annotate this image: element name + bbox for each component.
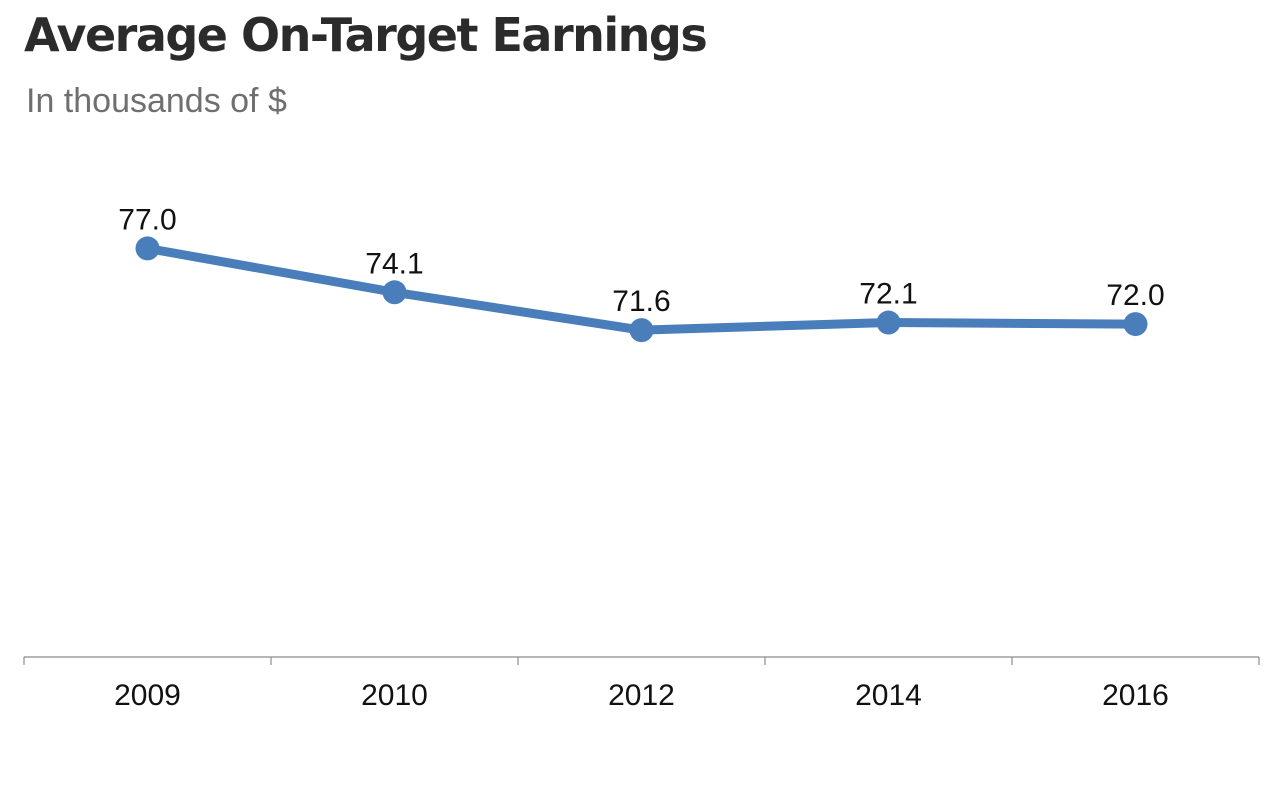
data-label: 77.0	[118, 203, 176, 236]
data-point-marker	[1123, 312, 1148, 337]
data-markers	[135, 236, 1148, 343]
data-label: 72.1	[859, 278, 917, 311]
data-label: 71.6	[612, 285, 670, 318]
data-point-marker	[876, 310, 901, 335]
x-tick-label: 2012	[608, 679, 675, 712]
chart-title: Average On-Target Earnings	[24, 8, 708, 62]
x-tick-label: 2016	[1102, 679, 1169, 712]
chart-subtitle: In thousands of $	[26, 82, 287, 120]
data-label: 72.0	[1106, 279, 1164, 312]
x-tick-label: 2010	[361, 679, 428, 712]
x-tick-label: 2014	[855, 679, 922, 712]
data-point-marker	[629, 318, 654, 343]
data-labels: 77.0 74.1 71.6 72.1 72.0	[118, 203, 1164, 318]
data-point-marker	[135, 236, 160, 261]
x-tick-label: 2009	[114, 679, 181, 712]
data-label: 74.1	[365, 247, 423, 280]
data-point-marker	[382, 280, 407, 305]
x-axis-tick-labels: 2009 2010 2012 2014 2016	[114, 679, 1169, 712]
x-axis-ticks	[23, 657, 1260, 665]
